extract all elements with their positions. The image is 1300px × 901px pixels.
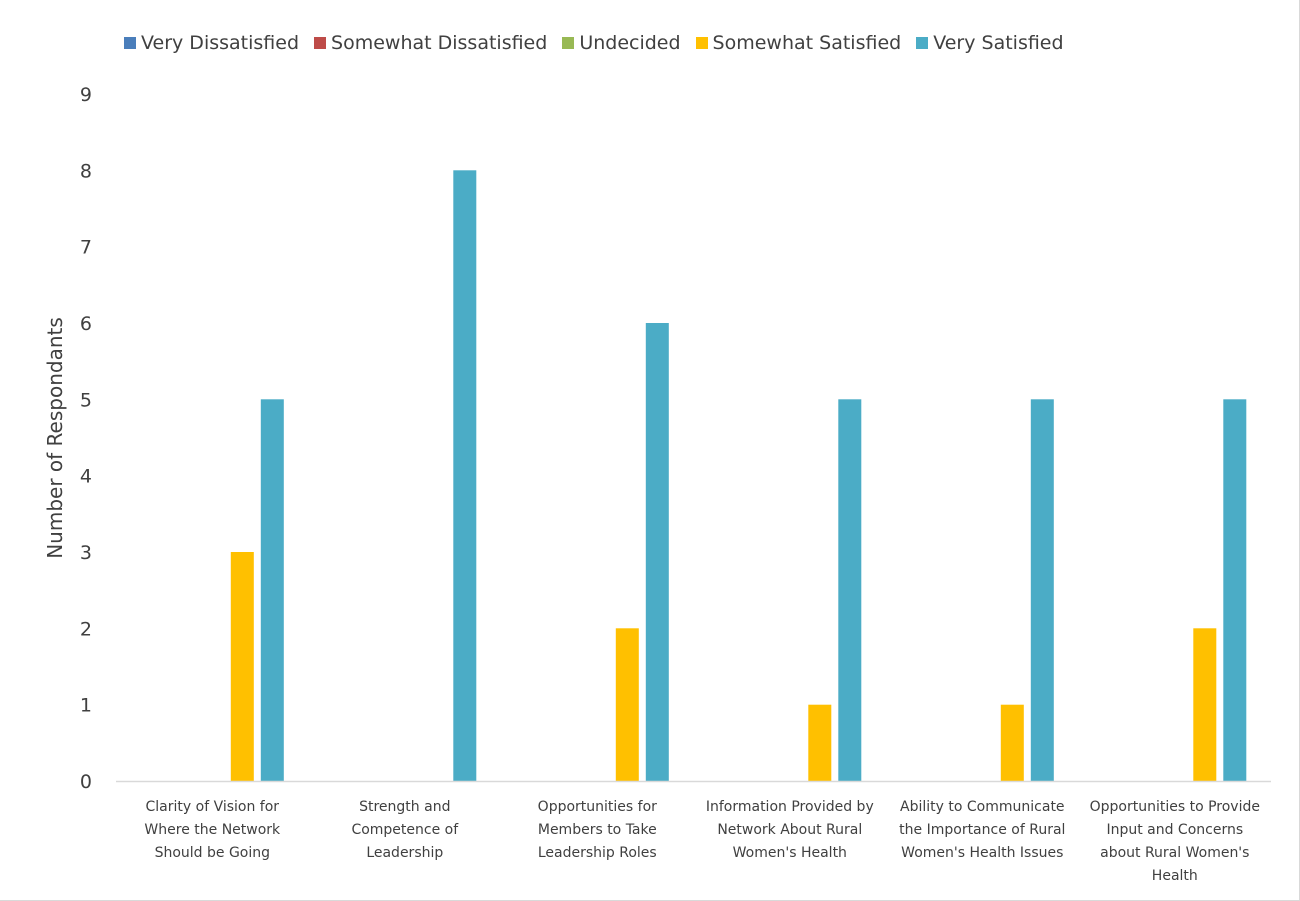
bar-somewhat-satisfied-cat-1: [230, 552, 254, 781]
x-tick-label-line: Leadership: [366, 845, 443, 861]
x-tick-labels: Clarity of Vision for Where the Network Sh…: [144, 799, 1260, 884]
x-tick-label-line: Health: [1152, 868, 1198, 884]
legend-swatch-very-satisfied: [916, 37, 929, 49]
y-tick-label-7: 7: [80, 237, 92, 259]
x-tick-label-5: Ability to Communicate the Importance of …: [899, 799, 1065, 861]
legend-label-very-satisfied: Very Satisfied: [933, 32, 1064, 54]
legend-item-somewhat-satisfied: Somewhat Satisfied: [695, 32, 902, 54]
y-tick-label-6: 6: [80, 313, 92, 335]
x-tick-label-2: Strength and Competence of Leadership: [351, 799, 459, 861]
x-tick-label-6: Opportunities to Provide Input and Concer…: [1090, 799, 1260, 884]
bar-somewhat-satisfied-cat-4: [808, 704, 832, 781]
bar-very-satisfied-cat-5: [1030, 399, 1054, 781]
bar-somewhat-satisfied-cat-3: [615, 628, 639, 781]
legend-item-undecided: Undecided: [562, 32, 681, 54]
y-tick-label-1: 1: [80, 695, 92, 717]
x-tick-label-3: Opportunities for Members to Take Leadersh…: [538, 799, 657, 861]
bar-somewhat-satisfied-cat-5: [1000, 704, 1024, 781]
legend-label-somewhat-satisfied: Somewhat Satisfied: [712, 32, 902, 54]
y-axis-title: Number of Respondants: [43, 317, 67, 559]
bar-very-satisfied-cat-6: [1223, 399, 1247, 781]
x-tick-label-line: Information Provided by: [706, 799, 874, 815]
bars-layer: [230, 170, 1247, 782]
legend-item-very-dissatisfied: Very Dissatisfied: [124, 32, 299, 54]
x-tick-label-line: Input and Concerns: [1106, 822, 1243, 838]
x-tick-label-line: Ability to Communicate: [900, 799, 1065, 815]
legend-item-somewhat-dissatisfied: Somewhat Dissatisfied: [314, 32, 547, 54]
y-tick-label-2: 2: [80, 618, 92, 640]
legend-swatch-somewhat-dissatisfied: [314, 37, 327, 49]
legend-label-somewhat-dissatisfied: Somewhat Dissatisfied: [331, 32, 548, 54]
y-tick-label-9: 9: [80, 84, 92, 106]
legend-label-very-dissatisfied: Very Dissatisfied: [141, 32, 300, 54]
legend-item-very-satisfied: Very Satisfied: [916, 32, 1064, 54]
legend: Very Dissatisfied Somewhat Dissatisfied …: [124, 32, 1079, 54]
legend-label-undecided: Undecided: [579, 32, 681, 54]
y-tick-label-8: 8: [80, 160, 92, 182]
y-tick-labels: 0 1 2 3 4 5 6 7 8 9: [80, 84, 92, 793]
legend-swatch-undecided: [562, 37, 575, 49]
x-tick-label-line: Should be Going: [155, 845, 270, 861]
bar-very-satisfied-cat-4: [838, 399, 862, 781]
bar-very-satisfied-cat-2: [453, 170, 477, 782]
x-tick-label-line: Network About Rural: [717, 822, 862, 838]
x-tick-label-4: Information Provided by Network About Rur…: [706, 799, 874, 861]
y-tick-label-3: 3: [80, 542, 92, 564]
x-tick-label-1: Clarity of Vision for Where the Network Sh…: [144, 799, 281, 861]
x-tick-label-line: Women's Health: [733, 845, 847, 861]
x-tick-label-line: Competence of: [351, 822, 459, 838]
x-tick-label-line: Clarity of Vision for: [146, 799, 280, 815]
x-tick-label-line: Women's Health Issues: [901, 845, 1063, 861]
x-tick-label-line: Strength and: [359, 799, 450, 815]
x-tick-label-line: Opportunities to Provide: [1090, 799, 1260, 815]
y-tick-label-4: 4: [80, 466, 92, 488]
x-tick-label-line: Opportunities for: [538, 799, 657, 815]
x-tick-label-line: Members to Take: [538, 822, 657, 838]
x-tick-label-line: the Importance of Rural: [899, 822, 1065, 838]
legend-swatch-very-dissatisfied: [124, 37, 136, 49]
x-tick-label-line: Leadership Roles: [538, 845, 657, 861]
y-tick-label-5: 5: [80, 389, 92, 411]
y-tick-label-0: 0: [80, 771, 92, 793]
bar-very-satisfied-cat-3: [645, 323, 669, 781]
x-tick-label-line: about Rural Women's: [1100, 845, 1249, 861]
x-tick-label-line: Where the Network: [144, 822, 281, 838]
bar-somewhat-satisfied-cat-6: [1193, 628, 1217, 781]
bar-very-satisfied-cat-1: [260, 399, 284, 781]
legend-swatch-somewhat-satisfied: [695, 37, 708, 49]
